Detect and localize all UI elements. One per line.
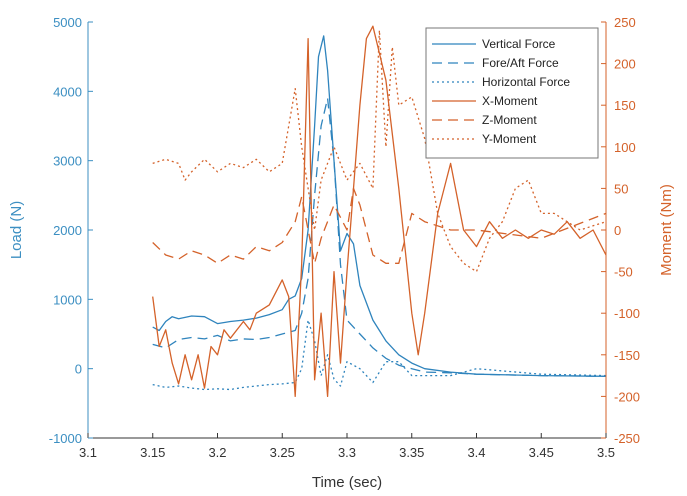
series-line-z-moment xyxy=(152,187,607,264)
right-tick-label: -50 xyxy=(614,265,633,280)
x-tick-label: 3.4 xyxy=(467,445,485,460)
right-tick-label: 100 xyxy=(614,140,636,155)
legend-label-y-moment: Y-Moment xyxy=(482,132,537,146)
series-line-fore-aft-force xyxy=(152,97,607,377)
x-axis-label: Time (sec) xyxy=(312,474,382,491)
legend-items: Vertical Force Fore/Aft Force Horizontal F… xyxy=(432,37,570,146)
left-tick-label: 4000 xyxy=(53,84,82,99)
x-tick-label: 3.1 xyxy=(79,445,97,460)
x-tick-label: 3.5 xyxy=(597,445,615,460)
x-tick-label: 3.3 xyxy=(338,445,356,460)
legend-label-fore-aft-force: Fore/Aft Force xyxy=(482,56,559,70)
legend-box xyxy=(425,27,599,159)
tick-layer: 3.1 3.15 3.2 3.25 3.3 3.35 3.4 3.45 3.5-10000100… xyxy=(49,15,640,460)
x-tick-label: 3.25 xyxy=(270,445,295,460)
left-tick-label: 2000 xyxy=(53,223,82,238)
right-tick-label: 200 xyxy=(614,57,636,72)
series-line-vertical-force xyxy=(152,35,607,377)
right-tick-label: -150 xyxy=(614,348,640,363)
legend-label-x-moment: X-Moment xyxy=(482,94,538,108)
right-tick-label: 150 xyxy=(614,98,636,113)
x-tick-label: 3.2 xyxy=(208,445,226,460)
right-tick-label: -200 xyxy=(614,389,640,404)
legend: Vertical Force Fore/Aft Force Horizontal F… xyxy=(425,27,599,159)
legend-label-vertical-force: Vertical Force xyxy=(482,37,556,51)
x-tick-label: 3.35 xyxy=(399,445,424,460)
x-tick-label: 3.45 xyxy=(529,445,554,460)
x-tick-label: 3.15 xyxy=(140,445,165,460)
left-axis-label: Load (N) xyxy=(8,201,25,259)
right-tick-label: 250 xyxy=(614,15,636,30)
right-tick-label: 0 xyxy=(614,223,621,238)
legend-label-horizontal-force: Horizontal Force xyxy=(482,75,570,89)
left-tick-label: 0 xyxy=(75,362,82,377)
right-tick-label: -250 xyxy=(614,431,640,446)
left-tick-label: 3000 xyxy=(53,154,82,169)
right-tick-label: -100 xyxy=(614,306,640,321)
right-axis-label: Moment (Nm) xyxy=(658,184,675,276)
series-line-horizontal-force xyxy=(152,319,607,391)
left-tick-label: 1000 xyxy=(53,292,82,307)
legend-label-z-moment: Z-Moment xyxy=(482,113,537,127)
left-tick-label: 5000 xyxy=(53,15,82,30)
left-tick-label: -1000 xyxy=(49,431,82,446)
series-layer xyxy=(152,25,607,398)
right-tick-label: 50 xyxy=(614,181,628,196)
series-line-y-moment xyxy=(152,29,607,273)
